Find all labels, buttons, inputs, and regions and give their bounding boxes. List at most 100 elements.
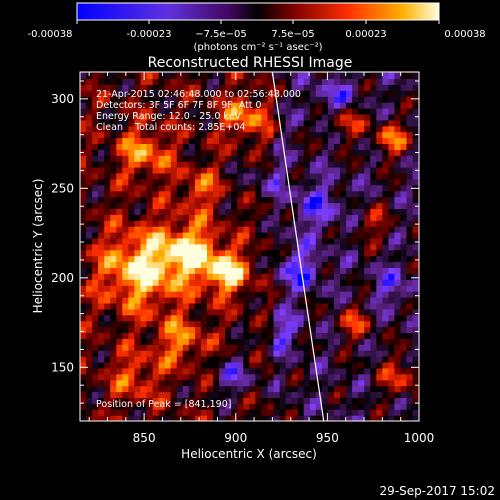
heatmap-cell xyxy=(231,108,238,115)
heatmap-cell xyxy=(231,314,238,322)
heatmap-cell xyxy=(315,178,323,186)
heatmap-cell xyxy=(86,302,93,310)
heatmap-cell xyxy=(104,361,111,369)
heatmap-cell xyxy=(406,208,414,215)
heatmap-cell xyxy=(231,155,238,162)
heatmap-cell xyxy=(116,285,123,292)
heatmap-cell xyxy=(219,297,226,304)
heatmap-cell xyxy=(382,220,389,227)
heatmap-cell xyxy=(158,344,166,351)
heatmap-cell xyxy=(370,202,377,209)
heatmap-cell xyxy=(207,255,214,263)
heatmap-cell xyxy=(321,338,329,345)
heatmap-cell xyxy=(364,108,371,115)
heatmap-cell xyxy=(152,119,160,127)
heatmap-cell xyxy=(134,72,141,79)
heatmap-cell xyxy=(249,379,256,387)
heatmap-cell xyxy=(116,361,123,369)
heatmap-cell xyxy=(400,279,408,286)
heatmap-cell xyxy=(92,285,99,292)
heatmap-cell xyxy=(152,332,160,339)
heatmap-cell xyxy=(327,161,335,168)
heatmap-cell xyxy=(207,178,214,186)
heatmap-cell xyxy=(297,273,305,280)
heatmap-cell xyxy=(346,167,353,174)
heatmap-cell xyxy=(303,261,311,268)
heatmap-cell xyxy=(225,72,232,79)
heatmap-cell xyxy=(370,314,377,322)
heatmap-cell xyxy=(418,326,419,333)
heatmap-cell xyxy=(80,102,87,109)
heatmap-cell xyxy=(170,302,178,310)
heatmap-cell xyxy=(176,226,184,233)
heatmap-cell xyxy=(158,119,166,127)
heatmap-cell xyxy=(92,78,99,85)
heatmap-cell xyxy=(418,102,419,109)
heatmap-cell xyxy=(176,72,184,79)
heatmap-cell xyxy=(261,243,268,251)
heatmap-cell xyxy=(370,96,377,103)
heatmap-cell xyxy=(255,273,262,280)
heatmap-cell xyxy=(315,90,323,97)
heatmap-cell xyxy=(370,125,377,133)
heatmap-cell xyxy=(110,285,117,292)
heatmap-cell xyxy=(164,320,172,328)
heatmap-cell xyxy=(237,344,244,351)
heatmap-cell xyxy=(400,403,408,410)
heatmap-cell xyxy=(261,172,268,180)
heatmap-cell xyxy=(340,385,347,393)
heatmap-cell xyxy=(231,350,238,357)
heatmap-cell xyxy=(158,108,166,115)
heatmap-cell xyxy=(406,332,414,339)
heatmap-cell xyxy=(116,113,123,121)
heatmap-cell xyxy=(315,237,323,245)
heatmap-cell xyxy=(200,332,208,339)
heatmap-cell xyxy=(110,314,117,322)
heatmap-cell xyxy=(134,344,141,351)
heatmap-cell xyxy=(86,297,93,304)
heatmap-cell xyxy=(364,332,371,339)
heatmap-cell xyxy=(255,279,262,286)
heatmap-cell xyxy=(249,361,256,369)
heatmap-cell xyxy=(418,202,419,209)
heatmap-cell xyxy=(122,397,129,404)
heatmap-cell xyxy=(279,243,287,251)
heatmap-cell xyxy=(170,214,178,221)
heatmap-cell xyxy=(358,291,365,298)
heatmap-cell xyxy=(364,72,371,79)
heatmap-cell xyxy=(309,155,317,162)
heatmap-cell xyxy=(237,415,244,421)
heatmap-cell xyxy=(170,202,178,209)
heatmap-cell xyxy=(140,149,148,156)
heatmap-cell xyxy=(285,373,293,381)
heatmap-cell xyxy=(80,108,87,115)
heatmap-cell xyxy=(176,78,184,85)
heatmap-cell xyxy=(412,361,419,369)
heatmap-cell xyxy=(327,137,335,144)
heatmap-cell xyxy=(273,143,281,150)
heatmap-cell xyxy=(279,208,287,215)
heatmap-cell xyxy=(140,385,148,393)
heatmap-cell xyxy=(207,237,214,245)
heatmap-cell xyxy=(388,297,395,304)
heatmap-cell xyxy=(309,108,317,115)
heatmap-cell xyxy=(237,356,244,363)
heatmap-cell xyxy=(346,155,353,162)
heatmap-cell xyxy=(200,297,208,304)
heatmap-cell xyxy=(188,273,196,280)
heatmap-cell xyxy=(86,102,93,109)
heatmap-cell xyxy=(98,232,105,239)
heatmap-cell xyxy=(406,267,414,274)
heatmap-cell xyxy=(255,332,262,339)
heatmap-cell xyxy=(321,84,329,91)
heatmap-cell xyxy=(243,403,250,410)
heatmap-cell xyxy=(134,356,141,363)
heatmap-cell xyxy=(80,190,87,198)
heatmap-cell xyxy=(188,373,196,381)
heatmap-cell xyxy=(98,273,105,280)
heatmap-cell xyxy=(122,332,129,339)
heatmap-cell xyxy=(358,285,365,292)
heatmap-cell xyxy=(267,184,275,192)
heatmap-cell xyxy=(406,403,414,410)
heatmap-cell xyxy=(219,267,226,274)
